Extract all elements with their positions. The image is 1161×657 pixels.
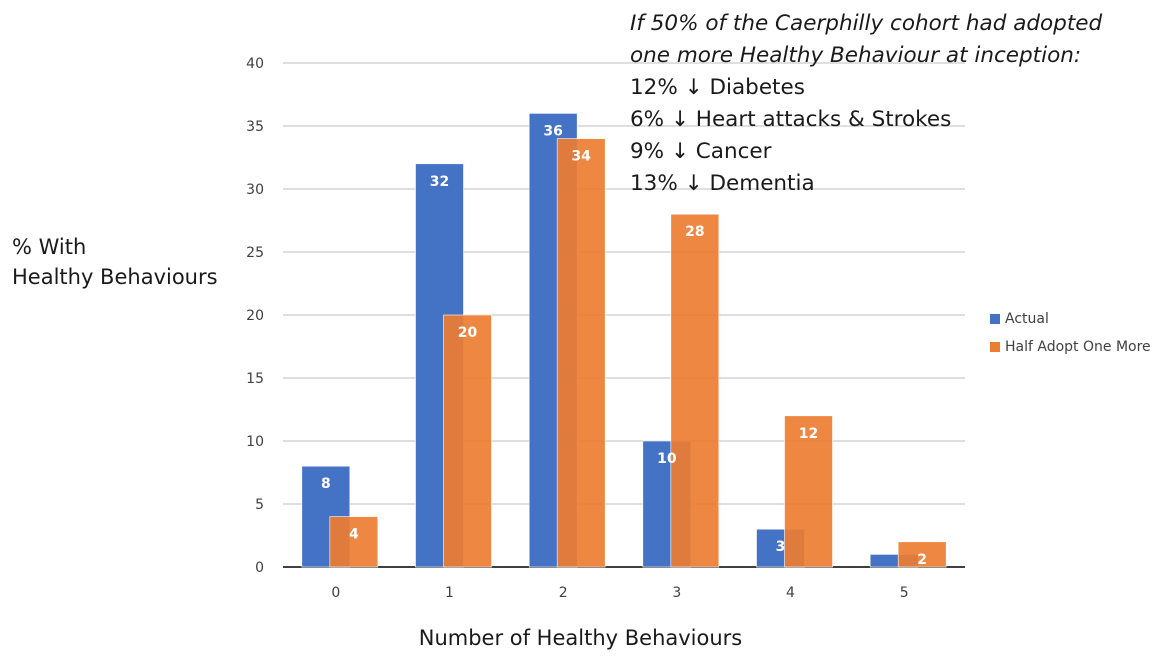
annotation-item-cancer: 9% ↓ Cancer	[630, 139, 772, 164]
annotation-line1: If 50% of the Caerphilly cohort had adop…	[630, 11, 1103, 36]
annotation-item-heart: 6% ↓ Heart attacks & Strokes	[630, 107, 952, 132]
data-label-half-adopt-0: 4	[349, 527, 359, 543]
legend: Actual Half Adopt One More	[990, 308, 1151, 364]
bars	[301, 113, 947, 568]
y-tick-20: 20	[246, 308, 264, 324]
data-label-half-adopt-2: 34	[571, 149, 591, 165]
annotation-item-diabetes: 12% ↓ Diabetes	[630, 75, 805, 100]
x-axis-label: Number of Healthy Behaviours	[418, 626, 743, 650]
legend-label-actual: Actual	[1005, 311, 1049, 327]
y-tick-0: 0	[255, 560, 264, 576]
bar-half-adopt-1	[443, 314, 492, 568]
y-tick-25: 25	[246, 245, 264, 261]
legend-item-half-adopt: Half Adopt One More	[990, 336, 1151, 358]
data-label-actual-4: 3	[776, 539, 786, 555]
bar-half-adopt-5	[897, 541, 947, 568]
legend-item-actual: Actual	[990, 308, 1151, 330]
y-axis-label: % With Healthy Behaviours	[12, 232, 218, 292]
data-label-half-adopt-5: 2	[917, 552, 927, 568]
y-tick-15: 15	[246, 371, 264, 387]
data-label-actual-0: 8	[321, 476, 331, 492]
y-axis-label-line1: % With	[12, 235, 87, 259]
y-tick-5: 5	[255, 497, 264, 513]
y-tick-30: 30	[246, 182, 264, 198]
x-tick-0: 0	[331, 585, 340, 601]
x-axis-ticks: 0 1 2 3 4 5	[331, 585, 908, 601]
data-label-actual-1: 32	[430, 174, 449, 190]
legend-label-half-adopt: Half Adopt One More	[1005, 339, 1151, 355]
x-tick-3: 3	[672, 585, 681, 601]
y-axis-ticks: 0 5 10 15 20 25 30 35 40	[246, 56, 264, 576]
annotation-box: If 50% of the Caerphilly cohort had adop…	[630, 8, 1102, 200]
bar-half-adopt-0	[329, 516, 379, 568]
data-label-half-adopt-4: 12	[799, 426, 818, 442]
x-tick-2: 2	[559, 585, 568, 601]
bar-half-adopt-2	[556, 138, 606, 568]
bar-half-adopt-4	[784, 415, 833, 568]
y-tick-35: 35	[246, 119, 264, 135]
data-label-actual-3: 10	[657, 451, 677, 467]
data-label-actual-2: 36	[543, 123, 562, 139]
x-tick-1: 1	[445, 585, 454, 601]
bar-half-adopt-3	[670, 213, 720, 568]
gridlines	[283, 62, 965, 568]
y-tick-10: 10	[246, 434, 264, 450]
data-label-half-adopt-3: 28	[685, 224, 704, 240]
data-label-half-adopt-1: 20	[458, 325, 478, 341]
legend-swatch-actual	[990, 314, 1000, 324]
x-tick-4: 4	[786, 585, 795, 601]
annotation-item-dementia: 13% ↓ Dementia	[630, 171, 815, 196]
annotation-line2: one more Healthy Behaviour at inception:	[630, 43, 1082, 68]
y-tick-40: 40	[246, 56, 264, 72]
x-tick-5: 5	[900, 585, 909, 601]
legend-swatch-half-adopt	[990, 342, 1000, 352]
y-axis-label-line2: Healthy Behaviours	[12, 265, 218, 289]
